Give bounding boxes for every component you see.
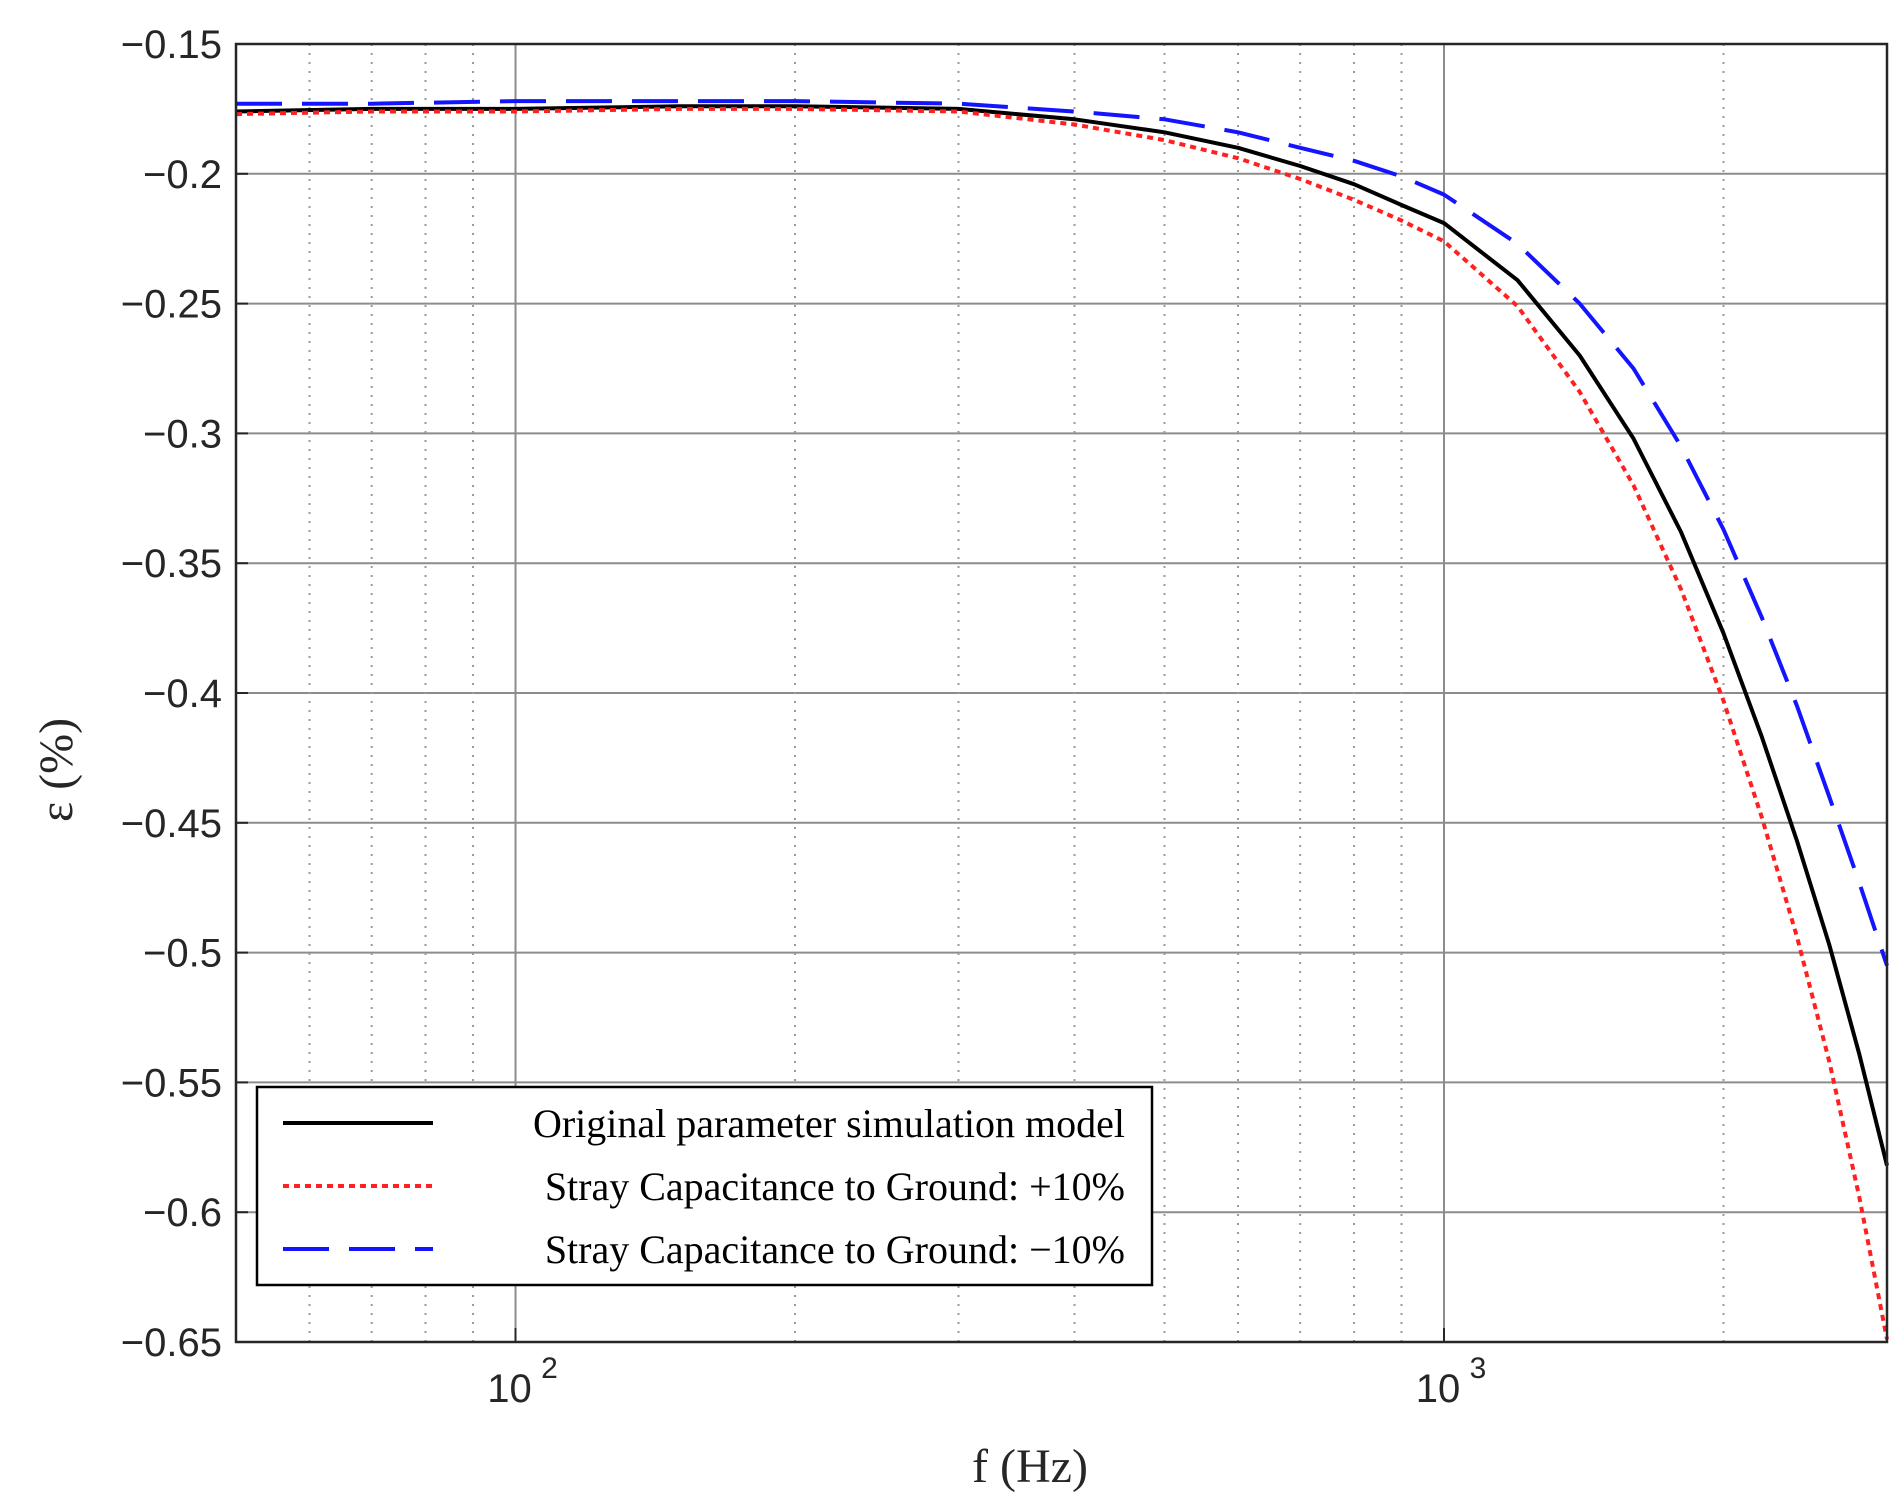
x-tick-label: 10 [487, 1367, 532, 1411]
y-tick-label: −0.6 [143, 1191, 222, 1235]
y-tick-label: −0.25 [121, 283, 222, 327]
x-axis-label: f (Hz) [972, 1440, 1088, 1493]
y-tick-label: −0.65 [121, 1321, 222, 1365]
y-tick-label: −0.45 [121, 802, 222, 846]
x-tick-label: 10 [1416, 1367, 1461, 1411]
axes: −0.15 −0.2 −0.25 −0.3 −0.35 −0.4 −0.45 −0.5 −0.5… [121, 23, 1889, 1411]
y-tick-label: −0.3 [143, 412, 222, 456]
y-tick-label: −0.35 [121, 542, 222, 586]
y-tick-label: −0.5 [143, 932, 222, 976]
series-line [235, 104, 1889, 1166]
series-line [236, 99, 1889, 967]
y-tick-label: −0.55 [121, 1061, 222, 1105]
series-layer [235, 99, 1889, 1340]
series-line [235, 106, 1889, 1340]
x-tick-exponent: 3 [1470, 1352, 1487, 1385]
y-tick-label: −0.2 [143, 153, 222, 197]
legend-label: Stray Capacitance to Ground: −10% [545, 1227, 1125, 1272]
y-tick-label: −0.15 [121, 23, 222, 67]
legend-label: Stray Capacitance to Ground: +10% [545, 1164, 1125, 1209]
y-tick-label: −0.4 [143, 672, 222, 716]
x-tick-exponent: 2 [541, 1352, 558, 1385]
legend: Original parameter simulation model Stray… [255, 1085, 1154, 1287]
y-axis-label: ε (%) [30, 718, 83, 822]
legend-label: Original parameter simulation model [533, 1101, 1125, 1146]
